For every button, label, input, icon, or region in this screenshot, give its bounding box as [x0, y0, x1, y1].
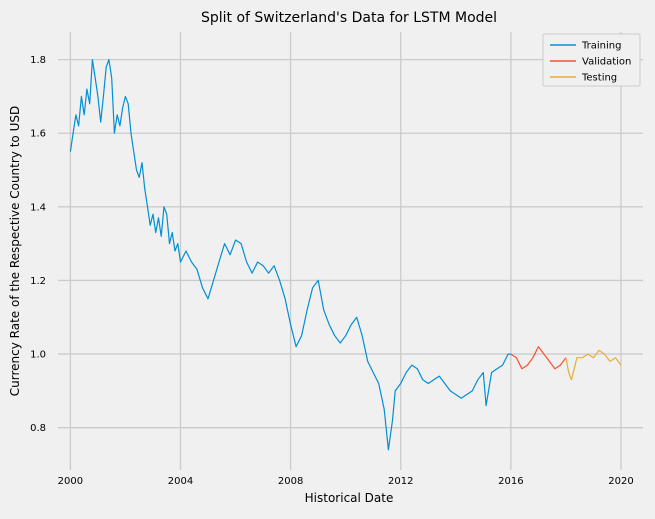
legend-label-validation: Validation	[582, 57, 631, 68]
y-tick-label: 1.2	[30, 276, 46, 287]
y-tick-label: 0.8	[30, 423, 46, 434]
y-tick-label: 1.0	[30, 350, 46, 361]
y-tick-label: 1.4	[30, 202, 46, 213]
tick-labels: 2000 2004 2008 2012 2016 2020 0.8 1.0 1.2 1.4 1.6 1…	[30, 55, 634, 487]
chart-title: Split of Switzerland's Data for LSTM Mod…	[201, 10, 497, 26]
series-line-testing	[565, 349, 622, 381]
legend-label-testing: Testing	[581, 73, 617, 84]
x-tick-label: 2020	[608, 476, 633, 487]
x-tick-label: 2008	[278, 476, 303, 487]
x-axis-title: Historical Date	[305, 491, 394, 505]
legend: Training Validation Testing	[542, 33, 641, 87]
legend-items: Training Validation Testing	[550, 41, 631, 84]
grid-lines	[58, 32, 643, 470]
data-series	[69, 59, 622, 451]
series-line-training	[69, 59, 511, 451]
legend-label-training: Training	[581, 41, 621, 52]
y-axis-title: Currency Rate of the Respective Country …	[8, 106, 22, 396]
series-line-validation	[510, 346, 567, 370]
y-tick-label: 1.6	[30, 129, 46, 140]
y-tick-label: 1.8	[30, 55, 46, 66]
legend-box	[542, 33, 641, 87]
x-tick-label: 2000	[58, 476, 83, 487]
x-tick-label: 2016	[498, 476, 523, 487]
x-tick-label: 2004	[168, 476, 193, 487]
x-tick-label: 2012	[388, 476, 413, 487]
